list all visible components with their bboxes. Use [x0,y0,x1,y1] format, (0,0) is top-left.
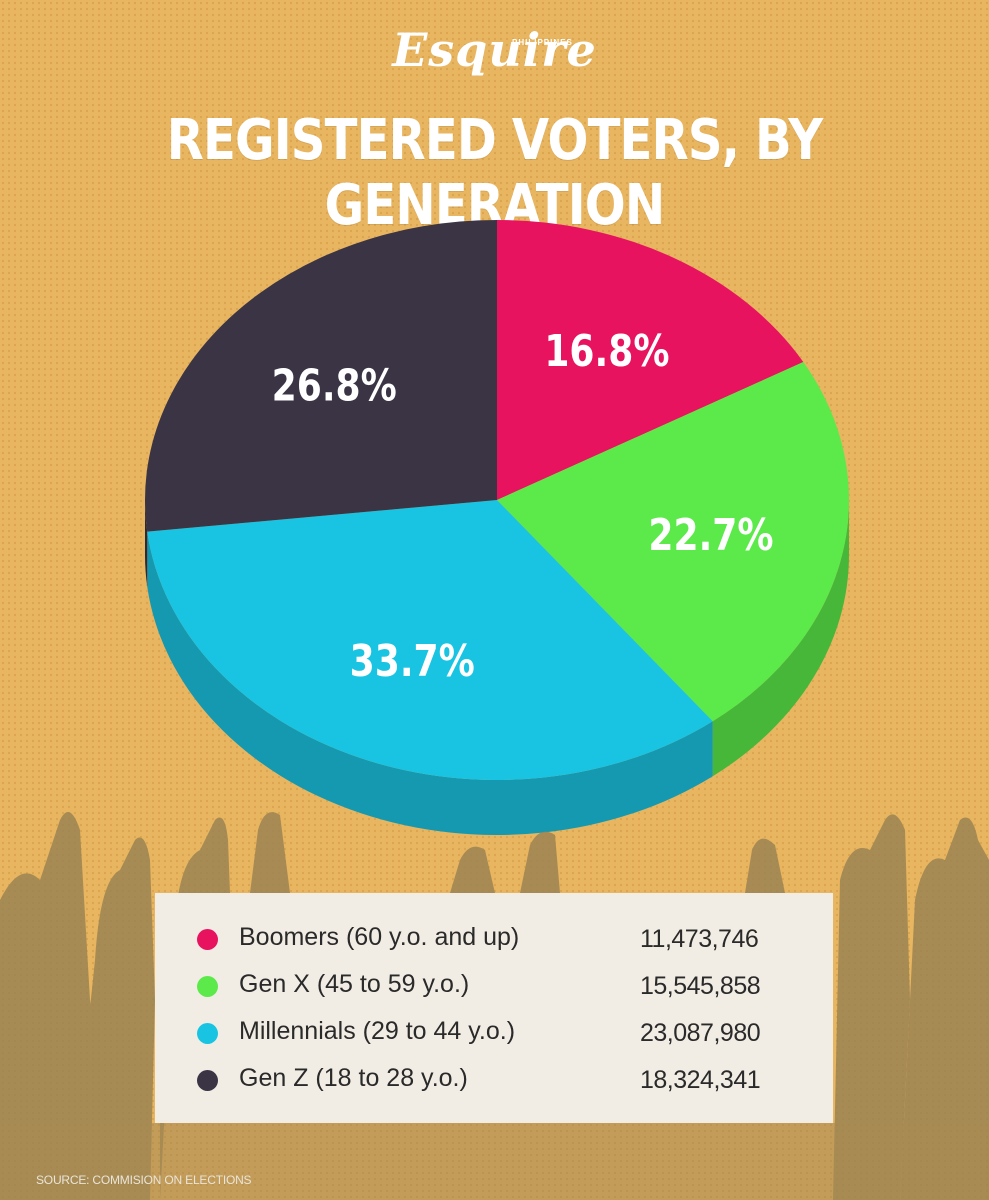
pct-label-boomers: 16.8% [544,327,669,377]
hand-4 [250,812,290,893]
legend-count-millennials: 23,087,980 [640,1019,761,1047]
hand-8 [833,814,910,1200]
pct-label-millennials: 33.7% [350,637,475,687]
legend-row-boomers: Boomers (60 y.o. and up) 11,473,746 [155,919,833,959]
legend-row-millennials: Millennials (29 to 44 y.o.) 23,087,980 [155,1013,833,1053]
legend-row-genz: Gen Z (18 to 28 y.o.) 18,324,341 [155,1060,833,1100]
hand-3 [160,817,230,1200]
hand-9 [900,817,989,1200]
genx-swatch [197,976,218,997]
pie-chart: 16.8% 22.7% 33.7% 26.8% [145,220,849,835]
boomers-swatch [197,929,218,950]
legend-count-genz: 18,324,341 [640,1066,761,1094]
pie-side-genz [145,500,148,587]
legend-label-millennials: Millennials (29 to 44 y.o.) [239,1017,516,1045]
brand-name: Esquire [392,23,597,77]
genz-swatch [197,1070,218,1091]
legend-count-boomers: 11,473,746 [640,925,759,953]
legend-label-genx: Gen X (45 to 59 y.o.) [239,970,470,998]
pie-slice-millennials [147,500,713,781]
millennials-swatch [197,1023,218,1044]
legend-label-boomers: Boomers (60 y.o. and up) [239,923,520,951]
pie-slice-boomers [497,220,804,500]
hands-base [0,1123,989,1200]
pct-label-genz: 26.8% [272,361,397,411]
legend-label-genz: Gen Z (18 to 28 y.o.) [239,1064,468,1092]
legend-row-genx: Gen X (45 to 59 y.o.) 15,545,858 [155,966,833,1006]
pie-slice-genx [497,362,849,722]
pie-side-millennials [147,531,713,835]
brand-tag: PHILIPPINES [512,38,573,47]
pie-slice-genz [145,220,497,532]
brand-logo: PHILIPPINES Esquire [0,22,989,78]
hand-6 [520,831,560,893]
legend: Boomers (60 y.o. and up) 11,473,746 Gen … [155,893,833,1123]
pct-label-genx: 22.7% [648,511,773,561]
hand-2 [70,837,155,1200]
pie-side-genx [712,500,849,777]
hand-7 [745,838,785,893]
legend-count-genx: 15,545,858 [640,972,761,1000]
hand-5 [450,846,495,893]
source-note: SOURCE: COMMISION ON ELECTIONS [36,1173,252,1187]
